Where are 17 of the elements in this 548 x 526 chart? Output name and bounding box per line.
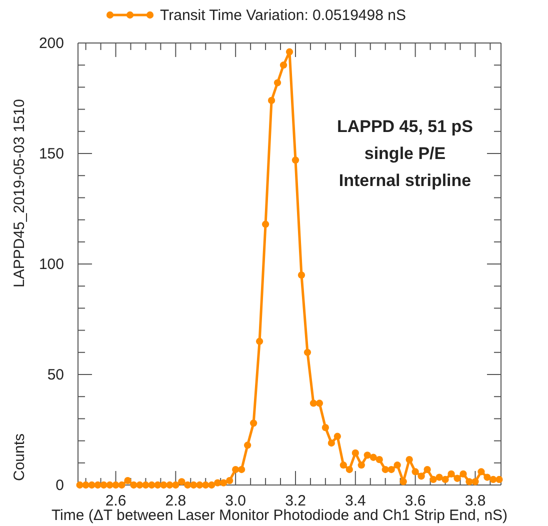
x-tick-label: 3.2 <box>285 492 306 510</box>
y-tick-label: 50 <box>47 366 64 384</box>
text: LAPPD45_2019-05-03 1510 <box>11 99 28 288</box>
y-tick-label: 0 <box>56 476 64 494</box>
x-axis-title: Time (ΔT between Laser Monitor Photodiode and Ch1 Strip End, nS) <box>51 507 508 524</box>
x-tick-label: 3.8 <box>464 492 486 510</box>
annotation: LAPPD 45, 51 pS single P/E Internal stripline <box>336 117 474 190</box>
legend-label: Transit Time Variation: 0.0519498 nS <box>160 7 406 24</box>
y-tick-label: 200 <box>38 34 64 52</box>
x-tick-label: 3.0 <box>225 492 246 510</box>
x-tick-label: 2.6 <box>105 492 126 510</box>
y-axis-title: Counts <box>11 433 28 481</box>
x-tick-label: 3.4 <box>344 492 366 510</box>
y-tick-label: 150 <box>38 145 64 162</box>
x-tick-label: 2.8 <box>165 492 186 510</box>
x-tick-label: 3.6 <box>404 492 426 510</box>
y-tick-label: 100 <box>38 256 64 273</box>
